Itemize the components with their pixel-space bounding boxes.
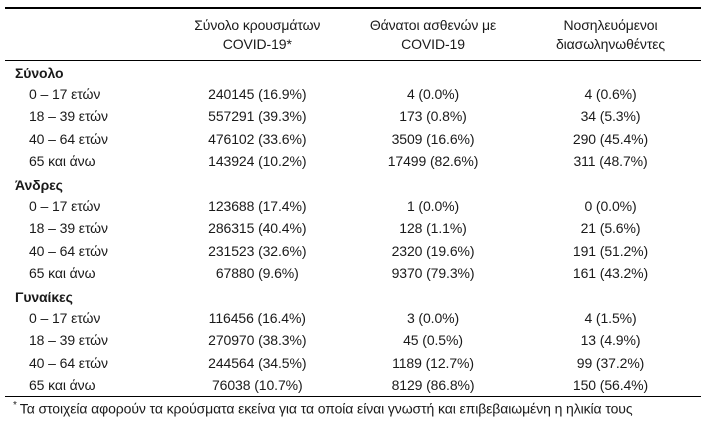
age-group-label: 65 και άνω — [29, 377, 96, 394]
section-label: Σύνολο — [15, 64, 64, 81]
intubated-cell: 161 (43.2%) — [572, 265, 649, 282]
cases-cell: 67880 (9.6%) — [215, 265, 299, 282]
table-row: 18 – 39 ετών 286315 (40.4%) 128 (1.1%) 2… — [5, 217, 701, 239]
table-row: 65 και άνω 143924 (10.2%) 17499 (82.6%) … — [5, 150, 701, 172]
col-header-intubated-line2: διασωληνωθέντες — [555, 36, 666, 52]
statistics-table-wrap: Σύνολο κρουσμάτων COVID-19* Θάνατοι ασθε… — [5, 7, 701, 396]
col-header-deaths-line2: COVID-19 — [401, 36, 465, 52]
cases-cell: 557291 (39.3%) — [208, 108, 307, 125]
deaths-cell: 4 (0.0%) — [406, 86, 460, 103]
col-header-intubated-line1: Νοσηλευόμενοι — [563, 17, 658, 33]
intubated-cell: 191 (51.2%) — [572, 242, 649, 259]
section-header-men: Άνδρες — [5, 172, 701, 194]
cases-cell: 286315 (40.4%) — [208, 220, 307, 237]
age-group-label: 0 – 17 ετών — [29, 198, 101, 215]
age-group-label: 40 – 64 ετών — [29, 130, 108, 147]
intubated-cell: 21 (5.6%) — [580, 220, 641, 237]
col-header-deaths-line1: Θάνατοι ασθενών με — [369, 17, 497, 33]
table-row: 40 – 64 ετών 231523 (32.6%) 2320 (19.6%)… — [5, 240, 701, 262]
cases-cell: 116456 (16.4%) — [208, 309, 306, 326]
cases-cell: 76038 (10.7%) — [212, 377, 303, 394]
age-group-label: 18 – 39 ετών — [29, 220, 108, 237]
cases-cell: 240145 (16.9%) — [208, 86, 307, 103]
deaths-cell: 45 (0.5%) — [403, 332, 463, 349]
table-row: 40 – 64 ετών 476102 (33.6%) 3509 (16.6%)… — [5, 128, 701, 150]
col-header-cases-line1: Σύνολο κρουσμάτων — [194, 17, 321, 33]
age-group-label: 40 – 64 ετών — [29, 354, 108, 371]
section-header-women: Γυναίκες — [5, 284, 701, 306]
table-row: 18 – 39 ετών 557291 (39.3%) 173 (0.8%) 3… — [5, 105, 701, 127]
age-group-label: 0 – 17 ετών — [29, 86, 101, 103]
cases-cell: 143924 (10.2%) — [208, 153, 307, 170]
age-group-label: 0 – 17 ετών — [29, 309, 101, 326]
cases-cell: 231523 (32.6%) — [208, 242, 307, 259]
table-row: 65 και άνω 67880 (9.6%) 9370 (79.3%) 161… — [5, 262, 701, 284]
intubated-cell: 13 (4.9%) — [580, 332, 641, 349]
cases-cell: 244564 (34.5%) — [208, 354, 307, 371]
deaths-cell: 1 (0.0%) — [406, 198, 460, 215]
table-row: 65 και άνω 76038 (10.7%) 8129 (86.8%) 15… — [5, 374, 701, 396]
col-header-intubated: Νοσηλευόμενοι διασωληνωθέντες — [520, 8, 701, 61]
intubated-cell: 290 (45.4%) — [572, 130, 649, 147]
deaths-cell: 1189 (12.7%) — [392, 354, 474, 371]
table-row: 0 – 17 ετών 116456 (16.4%) 3 (0.0%) 4 (1… — [5, 307, 701, 329]
deaths-cell: 8129 (86.8%) — [391, 377, 475, 394]
age-group-label: 65 και άνω — [29, 153, 96, 170]
table-row: 0 – 17 ετών 123688 (17.4%) 1 (0.0%) 0 (0… — [5, 195, 701, 217]
deaths-cell: 2320 (19.6%) — [391, 242, 475, 259]
section-label: Άνδρες — [15, 176, 63, 193]
corner-cell — [5, 8, 169, 61]
col-header-deaths: Θάνατοι ασθενών με COVID-19 — [346, 8, 521, 61]
intubated-cell: 150 (56.4%) — [572, 377, 649, 394]
intubated-cell: 34 (5.3%) — [580, 108, 641, 125]
deaths-cell: 3 (0.0%) — [406, 309, 460, 326]
footnote-asterisk-marker: * — [13, 400, 17, 412]
deaths-cell: 9370 (79.3%) — [391, 265, 475, 282]
cases-cell: 270970 (38.3%) — [208, 332, 307, 349]
deaths-cell: 17499 (82.6%) — [387, 153, 479, 170]
footnote: * Τα στοιχεία αφορούν τα κρούσματα εκείνα… — [5, 396, 701, 417]
footnote-text: Τα στοιχεία αφορούν τα κρούσματα εκείνα … — [19, 401, 633, 418]
intubated-cell: 311 (48.7%) — [573, 153, 648, 170]
age-group-label: 18 – 39 ετών — [29, 332, 108, 349]
age-group-label: 65 και άνω — [29, 265, 96, 282]
col-header-cases-line2: COVID-19* — [222, 36, 292, 52]
cases-cell: 123688 (17.4%) — [208, 198, 307, 215]
deaths-cell: 3509 (16.6%) — [391, 130, 475, 147]
section-label: Γυναίκες — [15, 288, 73, 305]
deaths-cell: 128 (1.1%) — [399, 220, 467, 237]
table-row: 0 – 17 ετών 240145 (16.9%) 4 (0.0%) 4 (0… — [5, 83, 701, 105]
intubated-cell: 99 (37.2%) — [576, 354, 645, 371]
intubated-cell: 0 (0.0%) — [584, 198, 637, 215]
table-row: 40 – 64 ετών 244564 (34.5%) 1189 (12.7%)… — [5, 352, 701, 374]
intubated-cell: 4 (0.6%) — [584, 86, 637, 103]
header-row: Σύνολο κρουσμάτων COVID-19* Θάνατοι ασθε… — [5, 8, 701, 61]
table-row: 18 – 39 ετών 270970 (38.3%) 45 (0.5%) 13… — [5, 329, 701, 351]
age-group-label: 18 – 39 ετών — [29, 108, 108, 125]
section-header-total: Σύνολο — [5, 61, 701, 83]
col-header-cases: Σύνολο κρουσμάτων COVID-19* — [168, 8, 347, 61]
covid-statistics-table: Σύνολο κρουσμάτων COVID-19* Θάνατοι ασθε… — [5, 7, 701, 396]
cases-cell: 476102 (33.6%) — [208, 130, 307, 147]
age-group-label: 40 – 64 ετών — [29, 242, 108, 259]
deaths-cell: 173 (0.8%) — [399, 108, 467, 125]
intubated-cell: 4 (1.5%) — [584, 309, 637, 326]
